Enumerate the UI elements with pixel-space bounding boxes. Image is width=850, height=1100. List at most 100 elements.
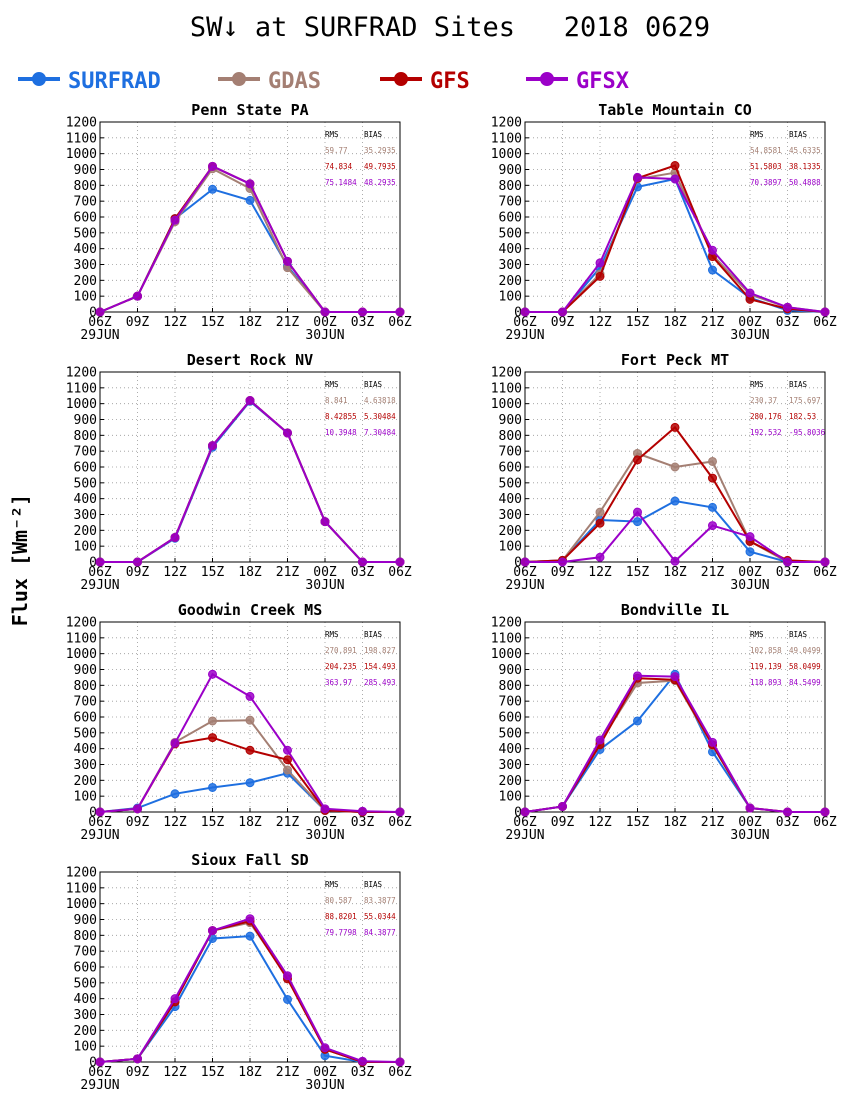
y-tick-label: 200: [74, 524, 97, 539]
y-tick-label: 1000: [491, 647, 522, 662]
data-point: [283, 256, 292, 266]
y-tick-label: 800: [499, 429, 522, 444]
y-tick-label: 1100: [491, 381, 522, 396]
data-point: [283, 755, 292, 765]
x-tick-label: 06Z: [388, 815, 412, 830]
legend-label: GDAS: [268, 69, 321, 94]
y-tick-label: 800: [499, 179, 522, 194]
legend-item-gdas: GDAS: [218, 69, 321, 94]
data-point: [358, 307, 367, 317]
data-point: [670, 161, 680, 171]
data-point: [633, 517, 642, 527]
chart-fort-peck-mt: Fort Peck MT 0100200300400500600700800900…: [491, 351, 837, 593]
x-date-label: 29JUN: [505, 328, 544, 343]
y-tick-label: 500: [499, 476, 522, 491]
stats-bias-value: 4.63818: [364, 396, 396, 405]
data-point: [133, 291, 142, 301]
x-tick-label: 21Z: [701, 315, 725, 330]
y-tick-label: 1200: [66, 116, 97, 131]
data-point: [245, 778, 255, 788]
chart-bondville-il: Bondville IL 0100200300400500600700800900…: [491, 601, 837, 843]
stats-header-rms: RMS: [750, 630, 764, 639]
data-point: [708, 245, 717, 255]
stats-rms-value: 118.893: [750, 678, 782, 687]
x-date-label: 30JUN: [730, 578, 769, 593]
stats-header-bias: BIAS: [789, 630, 808, 639]
x-tick-label: 03Z: [351, 815, 375, 830]
y-tick-label: 400: [74, 492, 97, 507]
data-point: [745, 532, 755, 542]
y-tick-label: 1000: [491, 397, 522, 412]
data-point: [358, 557, 367, 567]
data-point: [170, 215, 180, 225]
legend-swatch-marker: [540, 72, 554, 86]
x-date-label: 30JUN: [305, 828, 344, 843]
chart-title: Table Mountain CO: [598, 101, 752, 119]
y-tick-label: 200: [499, 774, 522, 789]
stats-header-bias: BIAS: [364, 880, 383, 889]
y-tick-label: 1100: [66, 131, 97, 146]
data-point: [708, 265, 717, 275]
data-point: [95, 807, 105, 817]
data-point: [95, 307, 105, 317]
data-point: [208, 184, 217, 194]
data-point: [670, 422, 680, 432]
data-point: [245, 914, 255, 924]
stats-bias-value: 175.697: [789, 396, 821, 405]
stats-header-bias: BIAS: [789, 380, 808, 389]
x-tick-label: 21Z: [701, 565, 725, 580]
y-tick-label: 100: [74, 790, 97, 805]
x-date-label: 29JUN: [505, 828, 544, 843]
stats-rms-value: 363.97: [325, 678, 352, 687]
stats-bias-value: 48.2935: [364, 178, 396, 187]
y-tick-label: 600: [499, 211, 522, 226]
stats-bias-value: 198.827: [364, 646, 396, 655]
x-tick-label: 09Z: [126, 1065, 150, 1080]
x-tick-label: 00Z: [313, 815, 337, 830]
y-tick-label: 100: [74, 540, 97, 555]
x-date-label: 29JUN: [80, 1078, 119, 1093]
data-point: [745, 547, 755, 557]
y-tick-label: 1000: [491, 147, 522, 162]
y-tick-label: 500: [499, 226, 522, 241]
chart-title: Bondville IL: [621, 601, 729, 619]
y-tick-label: 1200: [491, 366, 522, 381]
y-tick-label: 1000: [66, 147, 97, 162]
stats-header-rms: RMS: [325, 380, 339, 389]
y-tick-label: 0: [89, 1056, 97, 1071]
data-point: [708, 456, 717, 466]
x-tick-label: 06Z: [88, 815, 112, 830]
y-tick-label: 300: [74, 1008, 97, 1023]
x-tick-label: 06Z: [813, 815, 837, 830]
series-gfsx: [520, 507, 830, 567]
data-point: [320, 1043, 330, 1053]
x-tick-label: 03Z: [351, 315, 375, 330]
y-tick-label: 100: [499, 540, 522, 555]
data-point: [320, 804, 330, 814]
stats-table: RMS BIAS 230.37 175.697 280.176 182.53 192.532…: [750, 380, 826, 437]
series-gfsx: [95, 396, 405, 567]
y-tick-label: 600: [74, 211, 97, 226]
data-point: [820, 307, 830, 317]
series-line: [100, 399, 400, 563]
data-point: [558, 307, 567, 317]
chart-title: Sioux Fall SD: [191, 851, 308, 869]
x-tick-label: 09Z: [551, 315, 575, 330]
y-tick-label: 1100: [66, 381, 97, 396]
data-point: [245, 396, 255, 405]
y-tick-label: 0: [89, 556, 97, 571]
data-point: [320, 307, 330, 317]
x-date-label: 30JUN: [305, 578, 344, 593]
stats-bias-value: 83.3877: [364, 896, 396, 905]
chart-table-mountain-co: Table Mountain CO 01002003004005006007008…: [491, 101, 837, 343]
data-point: [633, 455, 642, 465]
x-tick-label: 12Z: [588, 815, 612, 830]
legend-label: GFS: [430, 69, 470, 94]
stats-header-rms: RMS: [325, 130, 339, 139]
y-tick-label: 0: [514, 806, 522, 821]
stats-header-rms: RMS: [750, 130, 764, 139]
y-tick-label: 500: [499, 726, 522, 741]
x-tick-label: 21Z: [276, 565, 300, 580]
series-line: [524, 674, 825, 813]
chart-title: Goodwin Creek MS: [178, 601, 323, 619]
